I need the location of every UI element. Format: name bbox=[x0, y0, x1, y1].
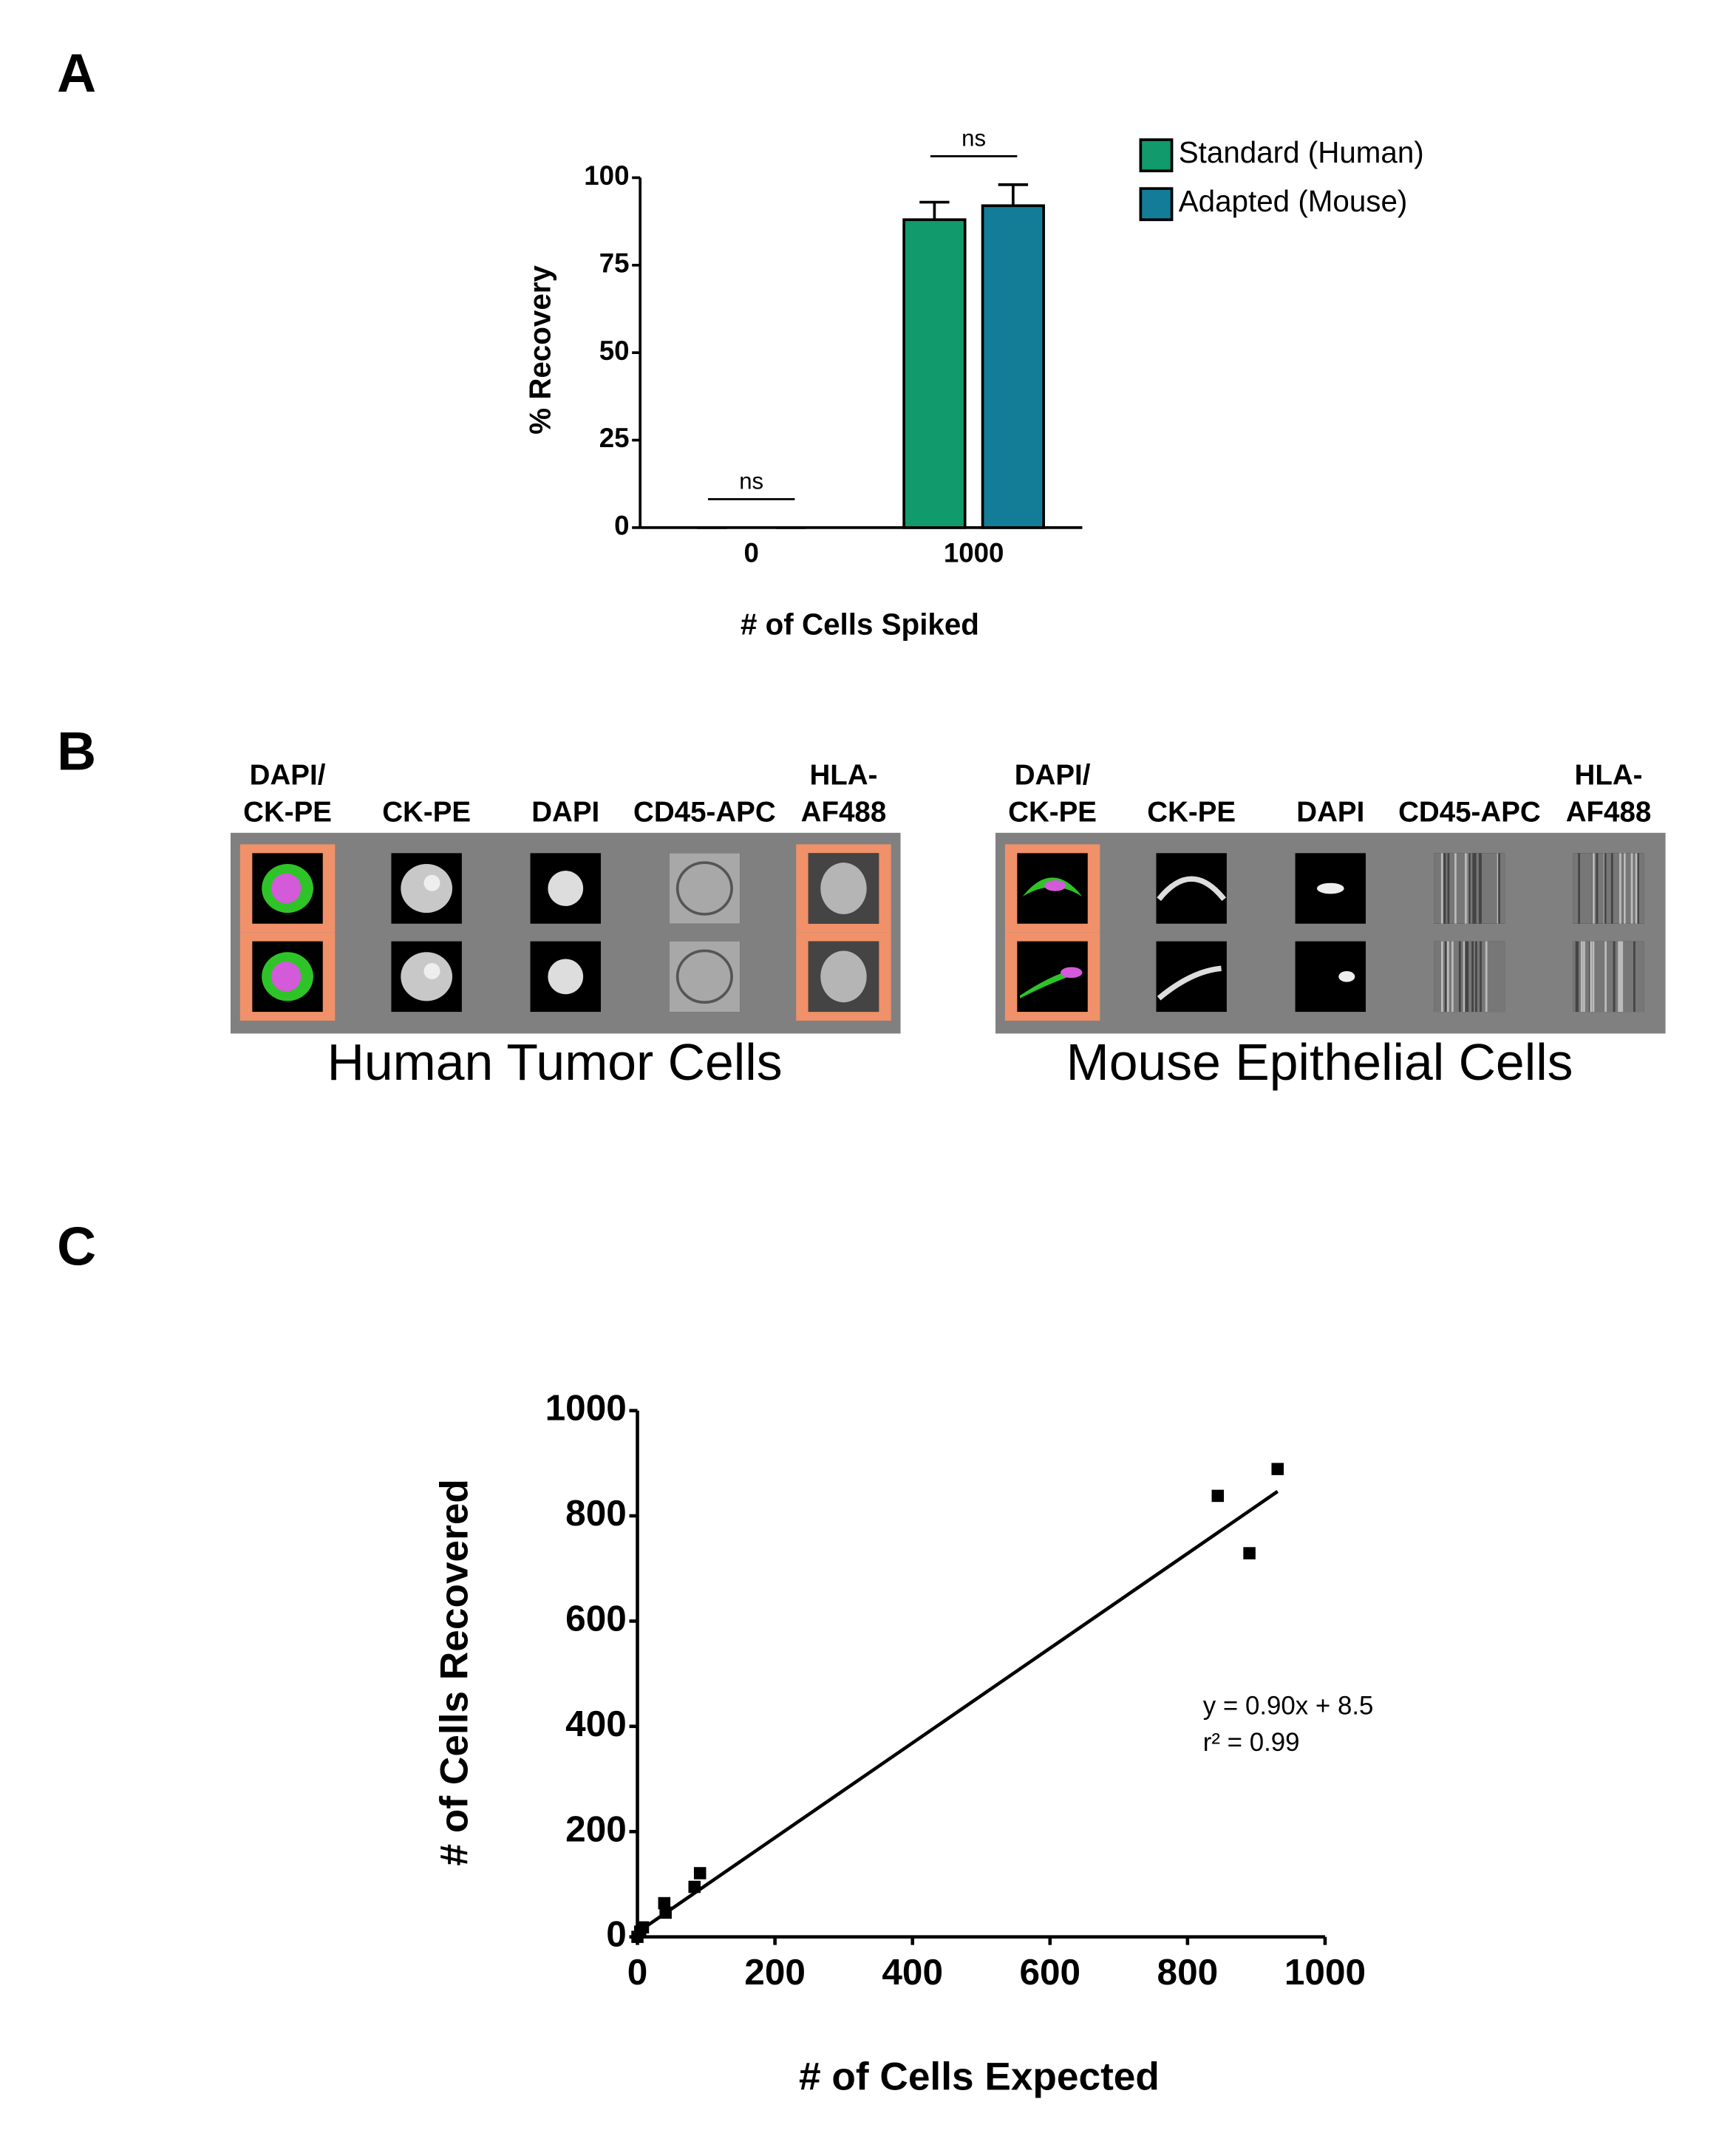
x-axis-label: # of Cells Expected bbox=[799, 2055, 1160, 2098]
y-tick-label: 200 bbox=[565, 1809, 627, 1849]
x-tick-label: 400 bbox=[882, 1952, 943, 1993]
channel-label: DAPI bbox=[1296, 796, 1364, 828]
cell-stain bbox=[1157, 965, 1222, 1001]
point bbox=[658, 1896, 671, 1910]
channel-label: DAPI/ bbox=[250, 760, 326, 792]
x-tick-label: 200 bbox=[744, 1952, 806, 1993]
channel-label: AF488 bbox=[1566, 796, 1652, 828]
cell-stain bbox=[1020, 968, 1078, 999]
channel-label: DAPI bbox=[531, 796, 599, 828]
channel-label: CK-PE bbox=[243, 796, 332, 828]
channel-label: CD45-APC bbox=[633, 796, 776, 828]
y-tick-label: 75 bbox=[599, 248, 630, 278]
cell-nucleus bbox=[548, 959, 584, 995]
x-tick-label: 1000 bbox=[1284, 1952, 1366, 1993]
cell-nucleus bbox=[548, 871, 584, 906]
background bbox=[669, 853, 741, 924]
cell-stain bbox=[820, 863, 867, 914]
channel-label: CD45-APC bbox=[1398, 796, 1541, 828]
cell-outline bbox=[675, 861, 733, 916]
cell-image bbox=[1295, 941, 1366, 1013]
y-tick-label: 50 bbox=[599, 336, 630, 366]
x-tick-label: 0 bbox=[743, 537, 758, 568]
bar bbox=[902, 218, 967, 529]
cell-outline bbox=[675, 949, 733, 1004]
channel-label: AF488 bbox=[801, 796, 887, 828]
annotation: y = 0.90x + 8.5 bbox=[1203, 1692, 1374, 1721]
group-title: Human Tumor Cells bbox=[327, 1033, 783, 1091]
x-tick-label: 600 bbox=[1019, 1952, 1080, 1993]
point bbox=[1271, 1463, 1284, 1475]
point bbox=[688, 1880, 701, 1894]
legend-label: Adapted (Mouse) bbox=[1179, 184, 1408, 218]
channel-label: HLA- bbox=[1575, 760, 1643, 792]
bar bbox=[981, 204, 1045, 529]
y-axis-label: # of Cells Recovered bbox=[433, 1479, 477, 1865]
cell-nucleus bbox=[271, 962, 302, 992]
channel-label: CK-PE bbox=[1008, 796, 1097, 828]
y-tick-label: 0 bbox=[606, 1914, 627, 1955]
channel-label: DAPI/ bbox=[1015, 760, 1091, 792]
cell-stain bbox=[820, 950, 867, 1003]
cell-stain bbox=[1157, 876, 1227, 902]
y-tick-label: 800 bbox=[565, 1493, 627, 1534]
group-title: Mouse Epithelial Cells bbox=[1066, 1033, 1573, 1091]
annotation: ns bbox=[739, 469, 763, 494]
y-tick-label: 100 bbox=[584, 160, 629, 191]
cell-nucleus bbox=[1044, 880, 1066, 891]
y-axis-label: % Recovery bbox=[523, 265, 557, 435]
cell-nucleus bbox=[271, 873, 302, 904]
cell-stain bbox=[423, 962, 440, 979]
channel-label: HLA- bbox=[809, 760, 877, 792]
y-tick-label: 1000 bbox=[545, 1388, 627, 1429]
panel-label: A bbox=[57, 43, 96, 103]
point bbox=[636, 1921, 650, 1934]
panel-label: C bbox=[57, 1216, 96, 1276]
y-tick-label: 0 bbox=[614, 511, 629, 541]
cell-stain bbox=[423, 874, 440, 891]
point bbox=[659, 1906, 672, 1919]
legend-swatch bbox=[1139, 138, 1174, 173]
background bbox=[669, 941, 741, 1013]
cell-nucleus bbox=[1316, 882, 1344, 894]
y-tick-label: 25 bbox=[599, 423, 630, 453]
point bbox=[693, 1867, 707, 1879]
y-tick-label: 400 bbox=[565, 1704, 627, 1744]
y-tick-label: 600 bbox=[565, 1598, 627, 1639]
legend-swatch bbox=[1139, 187, 1174, 222]
channel-label: CK-PE bbox=[1147, 796, 1236, 828]
x-tick-label: 1000 bbox=[944, 537, 1004, 568]
x-axis-label: # of Cells Spiked bbox=[741, 608, 979, 642]
cell-nucleus bbox=[1338, 970, 1355, 982]
fit-line bbox=[636, 1490, 1279, 1934]
annotation: r² = 0.99 bbox=[1203, 1728, 1300, 1757]
background bbox=[1573, 853, 1644, 924]
x-tick-label: 0 bbox=[627, 1952, 648, 1993]
cell-nucleus bbox=[1061, 967, 1083, 979]
x-tick-label: 800 bbox=[1157, 1952, 1219, 1993]
channel-label: CK-PE bbox=[382, 796, 471, 828]
annotation: ns bbox=[961, 126, 986, 152]
point bbox=[1211, 1489, 1225, 1503]
legend-label: Standard (Human) bbox=[1179, 135, 1424, 169]
point bbox=[1243, 1547, 1256, 1559]
panel-label: B bbox=[57, 721, 96, 782]
